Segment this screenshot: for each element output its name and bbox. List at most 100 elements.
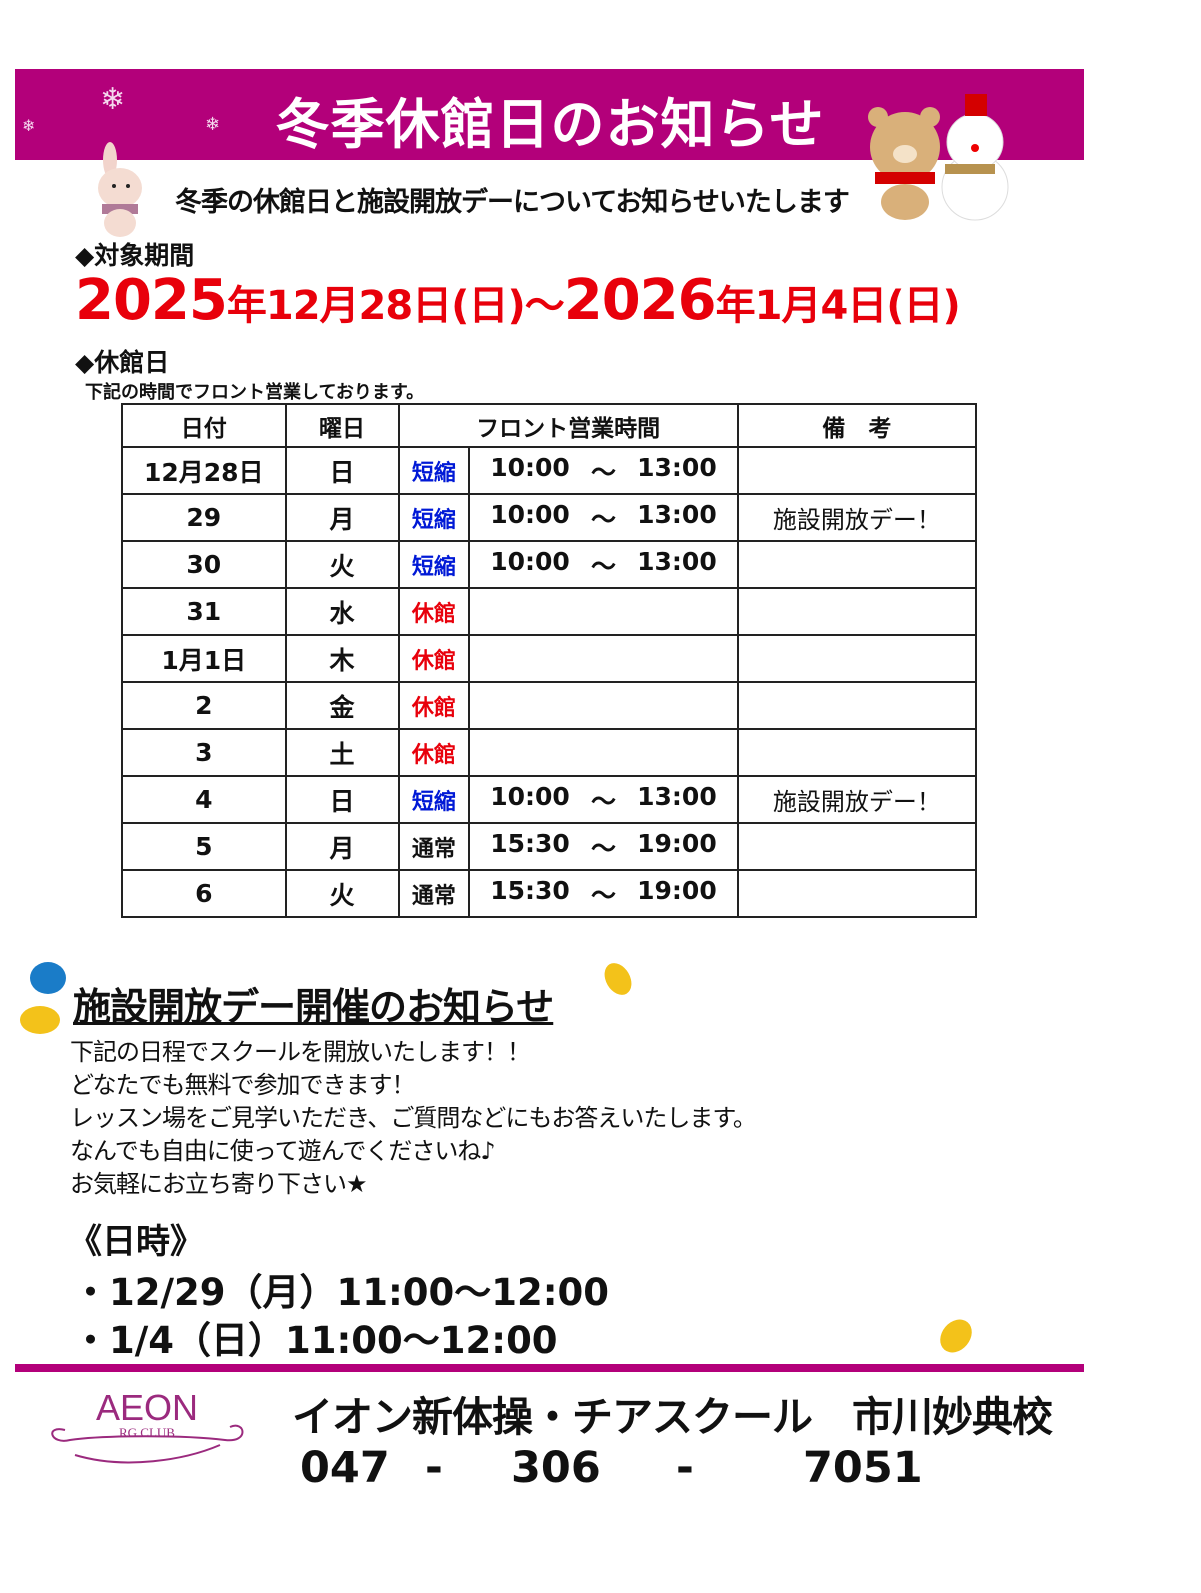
open-time: 10:00 [490, 546, 570, 576]
date-cell: 5 [121, 822, 287, 871]
open-time: 15:30 [490, 828, 570, 858]
school-name: イオン新体操・チアスクール 市川妙典校 [292, 1393, 1053, 1441]
period-range: 2025年12月28日(日)～2026年1月4日(日) [75, 268, 961, 333]
status-cell: 休館 [397, 681, 471, 730]
day-cell: 水 [284, 587, 400, 636]
end-date: 年1月4日(日) [715, 283, 961, 329]
svg-text:AEON: AEON [96, 1387, 198, 1428]
time-separator: ～ [590, 833, 616, 863]
remark-cell [736, 587, 978, 636]
hours-cell: 15:30 ～ 19:00 [468, 869, 739, 918]
page-title: 冬季休館日のお知らせ [275, 93, 825, 156]
snowflake-icon: ❄ [22, 116, 36, 135]
hours-cell [468, 634, 739, 683]
snowflake-icon: ❄ [205, 114, 221, 135]
description-line: レッスン場をご見学いただき、ご質問などにもお答えいたします。 [70, 1104, 757, 1132]
open-day-description: 下記の日程でスクールを開放いたします！！ どなたでも無料で参加できます！ レッス… [70, 1036, 757, 1201]
table-header-row: 日付 曜日 フロント営業時間 備 考 [121, 403, 978, 448]
date-cell: 4 [121, 775, 287, 824]
table-row: 4 日短縮 10:00 ～ 13:00 施設開放デー！ [121, 775, 978, 824]
header-day: 曜日 [284, 403, 400, 448]
remark-cell [736, 681, 978, 730]
phone-part: 047 [300, 1443, 390, 1493]
day-cell: 土 [284, 728, 400, 777]
description-line: お気軽にお立ち寄り下さい★ [70, 1170, 368, 1198]
day-cell: 火 [284, 540, 400, 589]
open-time: 10:00 [490, 499, 570, 529]
close-time: 13:00 [637, 452, 717, 482]
remark-cell [736, 446, 978, 495]
hours-cell: 10:00 ～ 13:00 [468, 446, 739, 495]
date-cell: 1月1日 [121, 634, 287, 683]
phone-part: 7051 [803, 1443, 923, 1493]
balloon-icon [20, 1006, 60, 1034]
table-row: 6 火通常 15:30 ～ 19:00 [121, 869, 978, 918]
header-date: 日付 [121, 403, 287, 448]
day-cell: 月 [284, 493, 400, 542]
status-cell: 短縮 [397, 446, 471, 495]
table-row: 1月1日木休館 [121, 634, 978, 683]
table-row: 30 火短縮 10:00 ～ 13:00 [121, 540, 978, 589]
status-cell: 休館 [397, 728, 471, 777]
close-time: 19:00 [637, 828, 717, 858]
status-cell: 短縮 [397, 540, 471, 589]
hours-cell: 10:00 ～ 13:00 [468, 493, 739, 542]
remark-cell: 施設開放デー！ [736, 493, 978, 542]
description-line: 下記の日程でスクールを開放いたします！！ [70, 1038, 531, 1066]
hours-cell [468, 587, 739, 636]
day-cell: 火 [284, 869, 400, 918]
hours-cell: 10:00 ～ 13:00 [468, 775, 739, 824]
rabbit-illustration [98, 142, 142, 237]
aeon-rg-club-logo: AEON RG CLUB [51, 1387, 244, 1464]
remark-cell [736, 869, 978, 918]
status-cell: 通常 [397, 822, 471, 871]
open-time: 10:00 [490, 452, 570, 482]
close-time: 13:00 [637, 499, 717, 529]
close-time: 13:00 [637, 781, 717, 811]
status-cell: 休館 [397, 587, 471, 636]
status-cell: 休館 [397, 634, 471, 683]
date-cell: 6 [121, 869, 287, 918]
closure-heading: ◆休館日 [75, 348, 170, 377]
header-remarks: 備 考 [736, 403, 978, 448]
time-separator: ～ [590, 504, 616, 534]
date-cell: 31 [121, 587, 287, 636]
phone-number: 047 - 306 - 7051 [300, 1443, 923, 1493]
phone-part: 306 [511, 1443, 601, 1493]
open-day-title: 施設開放デー開催のお知らせ [73, 985, 554, 1029]
status-cell: 通常 [397, 869, 471, 918]
table-row: 3 土休館 [121, 728, 978, 777]
status-cell: 短縮 [397, 493, 471, 542]
close-time: 19:00 [637, 875, 717, 905]
open-date: ・1/4（日）11:00～12:00 [72, 1319, 558, 1362]
close-time: 13:00 [637, 546, 717, 576]
remark-cell [736, 822, 978, 871]
start-year: 2025 [75, 268, 228, 333]
description-line: なんでも自由に使って遊んでくださいね♪ [70, 1137, 496, 1165]
time-separator: ～ [590, 880, 616, 910]
end-year: 2026 [563, 268, 717, 333]
date-cell: 12月28日 [121, 446, 287, 495]
footer-divider [15, 1364, 1084, 1372]
remark-cell [736, 728, 978, 777]
open-date: ・12/29（月）11:00～12:00 [72, 1271, 610, 1314]
time-separator: ～ [590, 551, 616, 581]
period-heading: ◆対象期間 [75, 241, 195, 270]
table-row: 12月28日日短縮 10:00 ～ 13:00 [121, 446, 978, 495]
time-separator: ～ [590, 786, 616, 816]
date-cell: 2 [121, 681, 287, 730]
phone-separator: - [425, 1443, 443, 1493]
balloon-icon [599, 958, 637, 1000]
balloon-icon [30, 962, 66, 994]
date-cell: 3 [121, 728, 287, 777]
bear-snowman-illustration [868, 94, 1009, 221]
balloon-icon [933, 1313, 979, 1359]
hours-cell: 15:30 ～ 19:00 [468, 822, 739, 871]
hours-cell [468, 681, 739, 730]
day-cell: 金 [284, 681, 400, 730]
open-time: 15:30 [490, 875, 570, 905]
datetime-heading: 《日時》 [68, 1222, 204, 1262]
remark-cell [736, 634, 978, 683]
day-cell: 日 [284, 775, 400, 824]
